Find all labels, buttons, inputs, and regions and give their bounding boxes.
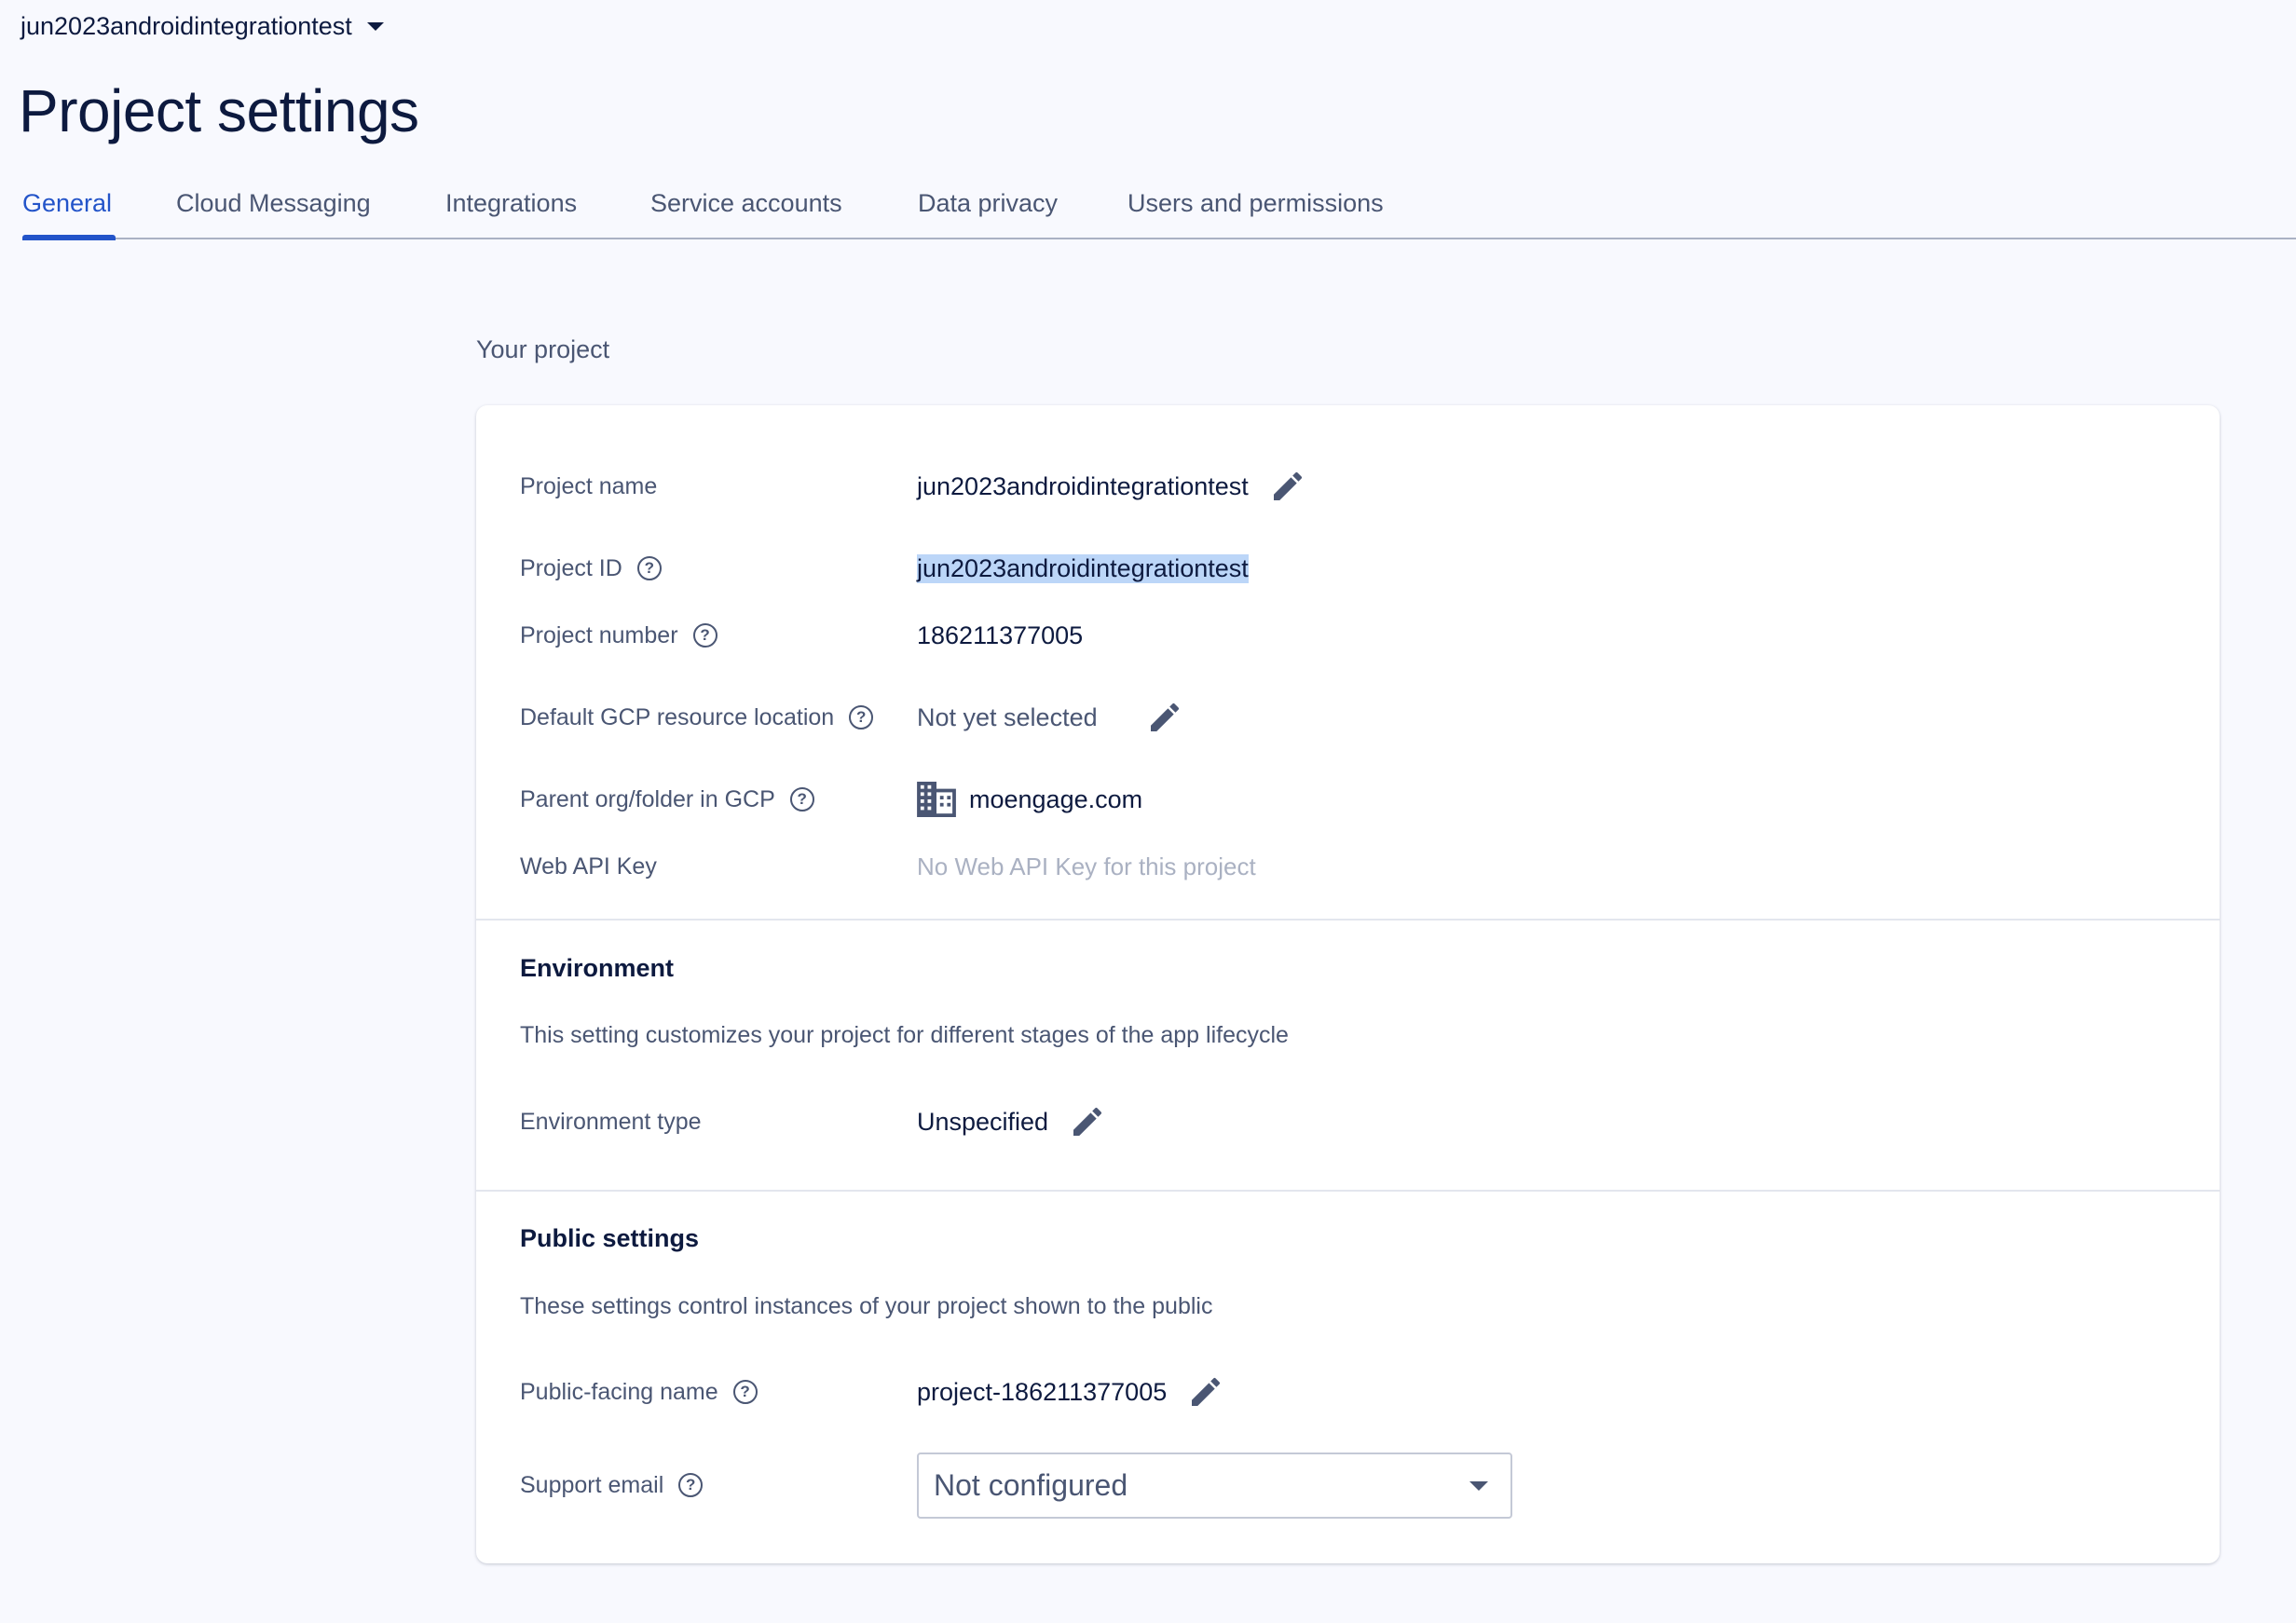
environment-type-value: Unspecified: [917, 1094, 1106, 1150]
environment-heading: Environment: [520, 953, 675, 982]
caret-down-icon: [366, 21, 384, 31]
value-text: Unspecified: [917, 1107, 1049, 1136]
tab-users-permissions[interactable]: Users and permissions: [1128, 188, 1384, 217]
support-email-label: Support email?: [520, 1457, 704, 1513]
page-title: Project settings: [19, 77, 419, 144]
parent-org-label: Parent org/folder in GCP?: [520, 771, 814, 827]
section-divider: [476, 919, 2220, 921]
value-text: jun2023androidintegrationtest: [917, 553, 1249, 583]
label-text: Project name: [520, 472, 658, 499]
environment-type-label: Environment type: [520, 1108, 702, 1135]
label-text: Support email: [520, 1471, 664, 1498]
label-text: Project number: [520, 621, 678, 648]
project-id-value[interactable]: jun2023androidintegrationtest: [917, 540, 1249, 596]
environment-description: This setting customizes your project for…: [520, 1021, 1289, 1048]
label-text: Project ID: [520, 554, 622, 581]
help-icon[interactable]: ?: [678, 1473, 704, 1497]
tab-divider: [22, 238, 2296, 239]
edit-pencil-icon[interactable]: [1269, 468, 1306, 505]
caret-down-icon: [1469, 1480, 1488, 1491]
label-text: Parent org/folder in GCP: [520, 785, 775, 812]
value-text: Not yet selected: [917, 702, 1098, 731]
help-icon[interactable]: ?: [732, 1380, 758, 1404]
tab-service-accounts[interactable]: Service accounts: [650, 188, 842, 217]
help-icon[interactable]: ?: [789, 787, 814, 812]
project-number-value: 186211377005: [917, 621, 1084, 649]
project-selector[interactable]: jun2023androidintegrationtest: [20, 9, 384, 43]
select-value: Not configured: [934, 1468, 1128, 1502]
public-name-label: Public-facing name?: [520, 1364, 758, 1420]
help-icon[interactable]: ?: [849, 705, 874, 730]
edit-pencil-icon[interactable]: [1069, 1103, 1106, 1140]
public-settings-heading: Public settings: [520, 1223, 700, 1252]
web-api-key-value: No Web API Key for this project: [917, 852, 1256, 880]
value-text: jun2023androidintegrationtest: [917, 471, 1249, 500]
public-settings-description: These settings control instances of your…: [520, 1292, 1213, 1319]
project-name-value: jun2023androidintegrationtest: [917, 458, 1306, 514]
gcp-location-label: Default GCP resource location?: [520, 689, 874, 745]
value-text: project-186211377005: [917, 1377, 1168, 1406]
section-divider: [476, 1190, 2220, 1192]
building-icon: [917, 782, 956, 817]
project-selector-label: jun2023androidintegrationtest: [20, 11, 352, 40]
tab-cloud-messaging[interactable]: Cloud Messaging: [176, 188, 371, 217]
tab-general[interactable]: General: [22, 188, 113, 217]
label-text: Public-facing name: [520, 1378, 718, 1405]
project-name-label: Project name: [520, 458, 657, 514]
parent-org-value: moengage.com: [917, 771, 1142, 827]
help-icon[interactable]: ?: [636, 556, 662, 580]
web-api-key-label: Web API Key: [520, 852, 657, 880]
project-number-label: Project number?: [520, 607, 718, 663]
value-text: moengage.com: [969, 784, 1143, 813]
edit-pencil-icon[interactable]: [1146, 699, 1183, 736]
project-id-label: Project ID?: [520, 540, 662, 596]
edit-pencil-icon[interactable]: [1187, 1373, 1224, 1411]
label-text: Default GCP resource location: [520, 703, 835, 730]
tab-data-privacy[interactable]: Data privacy: [918, 188, 1059, 217]
tab-integrations[interactable]: Integrations: [445, 188, 578, 217]
active-tab-indicator: [22, 235, 116, 240]
section-title: Your project: [476, 335, 610, 363]
support-email-select[interactable]: Not configured: [917, 1453, 1512, 1519]
gcp-location-value: Not yet selected: [917, 689, 1183, 745]
public-name-value: project-186211377005: [917, 1364, 1224, 1420]
project-card: [476, 405, 2220, 1563]
help-icon[interactable]: ?: [692, 623, 718, 648]
